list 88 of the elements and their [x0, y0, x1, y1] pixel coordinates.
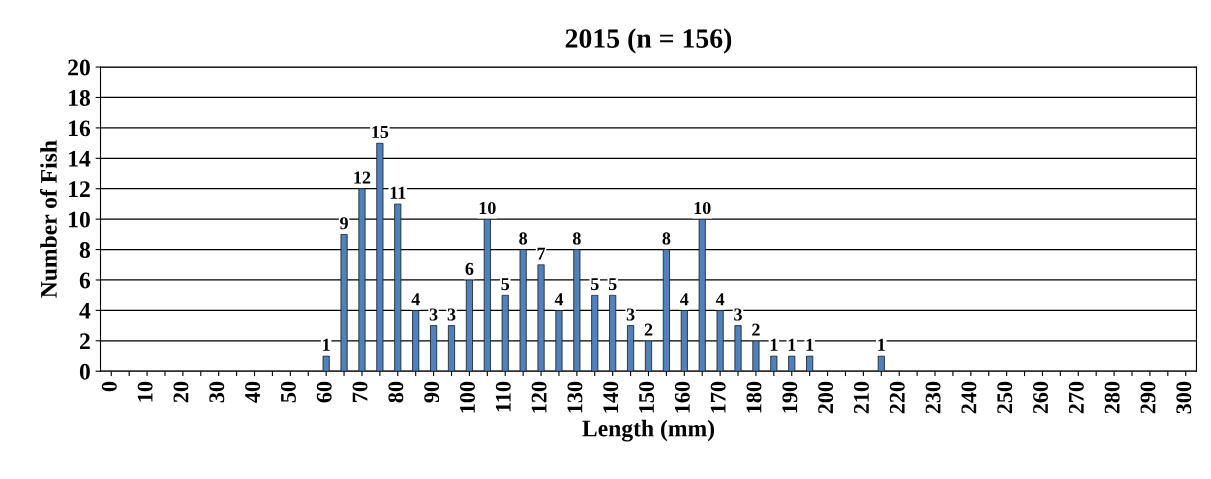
data-label: 4 — [411, 293, 420, 306]
bar — [358, 188, 366, 372]
y-tick-label: 8 — [79, 242, 91, 258]
y-tick-label: 16 — [69, 120, 91, 137]
x-tick-label: 70 — [352, 381, 368, 402]
data-label: 3 — [447, 308, 456, 321]
y-tick-label: 10 — [69, 211, 90, 228]
y-tick-label: 2 — [79, 333, 90, 349]
chart-title: 2015 (n = 156) — [565, 28, 732, 54]
x-tick-label: 280 — [1104, 381, 1120, 414]
data-label: 7 — [537, 247, 546, 260]
data-label: 10 — [479, 201, 496, 215]
x-tick-label: 170 — [710, 381, 726, 413]
x-tick-label: 250 — [997, 381, 1013, 414]
y-axis-title: Number of Fish — [39, 140, 57, 298]
data-label: 4 — [680, 293, 689, 306]
data-label: 8 — [519, 232, 528, 245]
y-tick-label: 18 — [69, 89, 91, 106]
x-tick-label: 210 — [853, 381, 869, 414]
x-tick-label: 270 — [1068, 381, 1084, 414]
y-tick-label: 4 — [79, 303, 91, 319]
data-label: 1 — [770, 338, 778, 351]
y-tick-label: 14 — [69, 150, 91, 167]
data-label: 3 — [626, 308, 635, 321]
x-tick-label: 260 — [1033, 381, 1049, 414]
y-tick-label: 6 — [79, 272, 91, 289]
data-label: 2 — [644, 323, 653, 336]
bar — [465, 279, 473, 372]
x-tick-label: 0 — [101, 381, 117, 392]
x-tick-label: 300 — [1176, 381, 1192, 414]
data-label: 10 — [694, 201, 711, 215]
x-tick-label: 80 — [388, 381, 404, 403]
x-tick-label: 220 — [889, 381, 905, 414]
x-tick-label: 140 — [603, 381, 619, 413]
x-tick-label: 130 — [567, 381, 583, 413]
x-tick-label: 90 — [424, 381, 440, 403]
bar — [734, 325, 742, 372]
bar — [447, 325, 456, 372]
x-axis-title: Length (mm) — [582, 419, 715, 442]
x-tick-label: 50 — [280, 381, 296, 403]
bar — [680, 309, 688, 372]
x-tick-label: 240 — [961, 381, 977, 414]
x-tick-label: 290 — [1140, 381, 1156, 414]
x-tick-label: 180 — [746, 381, 762, 413]
data-label: 8 — [572, 232, 581, 245]
bar — [627, 325, 635, 372]
data-label: 5 — [608, 278, 617, 291]
bar — [698, 218, 706, 372]
data-label: 12 — [354, 171, 371, 184]
x-tick-label: 40 — [245, 381, 261, 403]
bar — [412, 309, 420, 372]
y-tick-label: 0 — [79, 363, 90, 380]
x-tick-label: 10 — [137, 381, 153, 402]
x-tick-label: 20 — [173, 381, 189, 403]
x-tick-label: 30 — [209, 381, 225, 403]
bar — [430, 325, 438, 372]
data-label: 8 — [662, 232, 671, 245]
x-tick-label: 100 — [459, 381, 475, 413]
x-tick-label: 230 — [925, 381, 941, 414]
y-tick-label: 12 — [69, 181, 90, 197]
data-label: 3 — [429, 308, 438, 321]
data-label: 6 — [465, 262, 474, 275]
bar — [644, 340, 653, 372]
bar — [752, 340, 760, 372]
data-label: 2 — [752, 323, 760, 336]
data-label: 1 — [878, 338, 885, 351]
bar — [555, 309, 563, 372]
x-tick-label: 160 — [674, 381, 690, 413]
bar — [483, 218, 491, 372]
data-label: 3 — [734, 308, 742, 321]
data-label: 4 — [554, 293, 564, 306]
data-label: 11 — [390, 186, 406, 199]
x-tick-label: 200 — [818, 381, 834, 414]
x-tick-label: 120 — [531, 381, 547, 413]
data-label: 5 — [501, 278, 510, 291]
bar — [716, 309, 724, 372]
data-label: 1 — [806, 338, 814, 351]
data-label: 1 — [323, 338, 330, 351]
x-tick-label: 60 — [316, 381, 332, 403]
x-tick-label: 150 — [639, 381, 655, 413]
data-label: 1 — [788, 338, 796, 351]
data-label: 15 — [372, 125, 389, 139]
y-tick-label: 20 — [68, 59, 90, 76]
x-tick-label: 190 — [782, 381, 798, 413]
data-label: 4 — [715, 293, 725, 306]
data-label: 9 — [340, 217, 348, 230]
data-label: 5 — [590, 278, 599, 291]
x-tick-label: 110 — [495, 381, 511, 412]
